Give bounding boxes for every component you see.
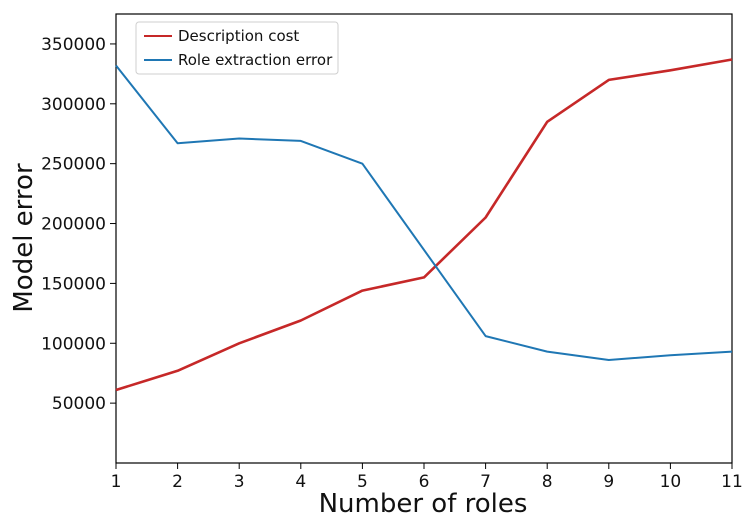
x-tick-label: 9	[603, 472, 614, 492]
x-tick-label: 1	[111, 472, 122, 492]
y-tick-label: 50000	[52, 394, 106, 414]
x-tick-label: 3	[234, 472, 245, 492]
x-tick-label: 7	[480, 472, 491, 492]
plot-frame	[115, 13, 733, 464]
x-tick-label: 11	[721, 472, 742, 492]
y-tick-label: 150000	[41, 274, 106, 294]
series-line-2	[115, 64, 733, 361]
y-tick-label: 200000	[41, 215, 106, 235]
y-tick-label: 350000	[41, 35, 106, 55]
y-axis: 50000 100000 150000 200000 250000 300000 35000…	[41, 35, 116, 414]
legend: Description cost Role extraction error	[135, 21, 339, 75]
y-tick-label: 100000	[41, 334, 106, 354]
x-tick-label: 4	[295, 472, 306, 492]
y-tick-label: 250000	[41, 155, 106, 175]
x-axis-title: Number of roles	[319, 489, 528, 519]
x-tick-label: 2	[172, 472, 183, 492]
plot-area	[115, 13, 733, 464]
y-tick-label: 300000	[41, 95, 106, 115]
x-tick-label: 5	[357, 472, 368, 492]
x-axis: 1 2 3 4 5 6 7 8 9 10 11	[111, 463, 742, 492]
x-tick-label: 8	[542, 472, 553, 492]
legend-box	[135, 21, 339, 75]
x-tick-label: 6	[419, 472, 430, 492]
x-tick-label: 10	[660, 472, 682, 492]
y-axis-title: Model error	[9, 163, 39, 313]
legend-label: Description cost	[178, 27, 299, 45]
series-layer	[115, 58, 733, 392]
legend-label: Role extraction error	[178, 51, 333, 69]
series-line-1	[115, 58, 733, 392]
